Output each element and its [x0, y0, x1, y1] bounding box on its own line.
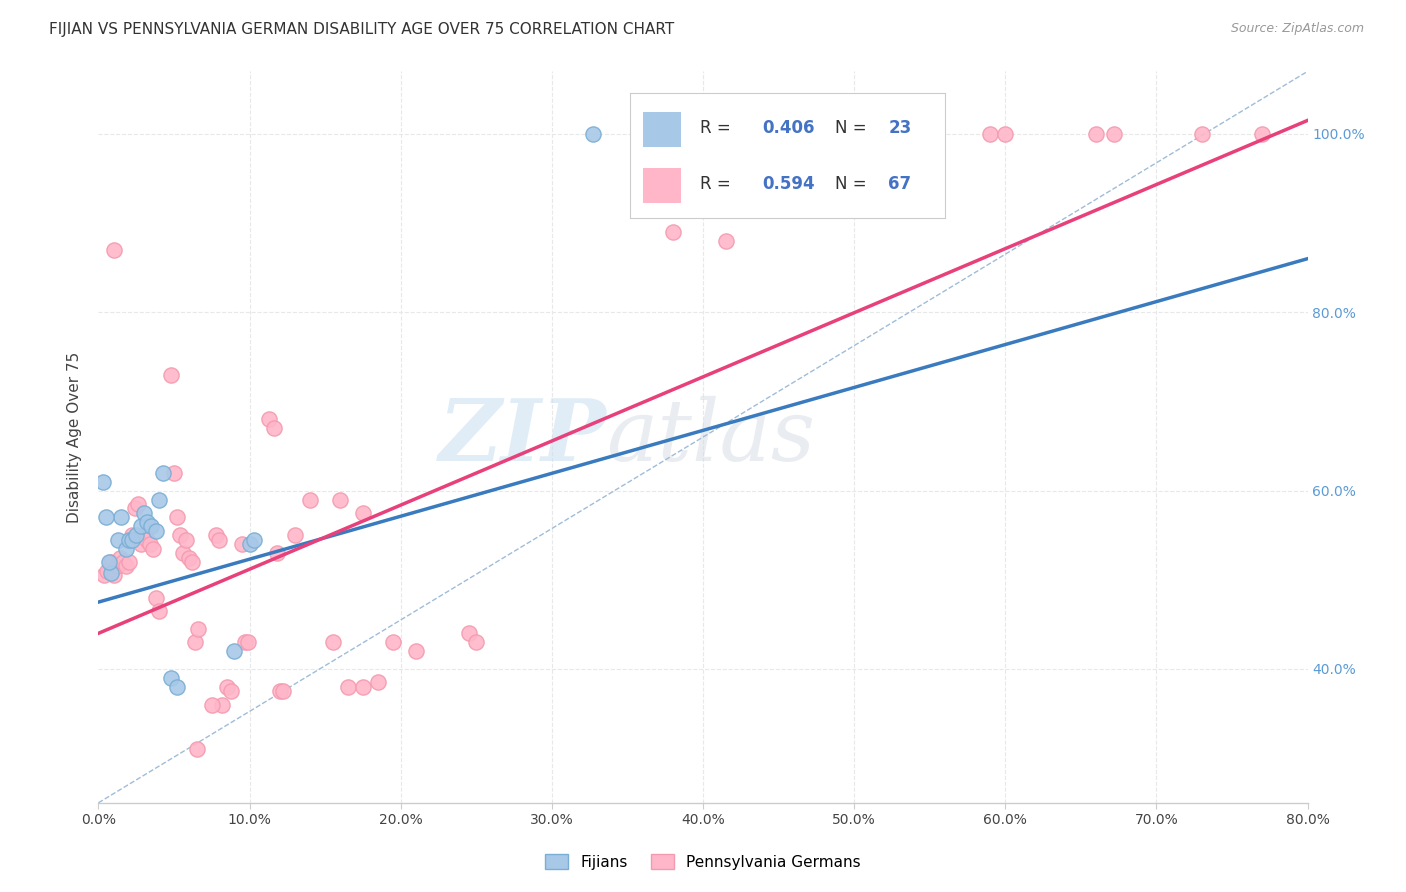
Point — [127, 497, 149, 511]
Point — [367, 675, 389, 690]
Point — [169, 528, 191, 542]
Point — [145, 524, 167, 538]
Point — [166, 510, 188, 524]
Point — [141, 519, 163, 533]
Point — [352, 506, 374, 520]
Point — [336, 680, 359, 694]
Text: atlas: atlas — [606, 396, 815, 478]
Point — [163, 466, 186, 480]
Point — [145, 591, 167, 605]
Point — [91, 475, 114, 489]
Point — [132, 528, 155, 542]
Point — [100, 566, 122, 580]
Point — [322, 635, 344, 649]
Point — [135, 515, 157, 529]
Point — [661, 225, 683, 239]
Point — [1191, 127, 1213, 141]
Point — [114, 559, 136, 574]
Point — [184, 635, 207, 649]
Point — [299, 492, 322, 507]
Point — [1102, 127, 1125, 141]
Point — [132, 506, 155, 520]
Point — [211, 698, 233, 712]
Point — [118, 533, 141, 547]
Point — [271, 684, 294, 698]
Point — [166, 680, 188, 694]
Text: ZIP: ZIP — [439, 395, 606, 479]
Point — [269, 684, 291, 698]
Point — [121, 528, 143, 542]
Point — [231, 537, 253, 551]
Point — [103, 243, 125, 257]
Point — [135, 533, 157, 547]
Point — [979, 127, 1001, 141]
Point — [221, 684, 243, 698]
Point — [208, 533, 231, 547]
Point — [152, 466, 174, 480]
Point — [1085, 127, 1108, 141]
Point — [257, 412, 280, 426]
Point — [105, 559, 128, 574]
Point — [465, 635, 488, 649]
Point — [263, 421, 285, 435]
Point — [382, 635, 405, 649]
Point — [994, 127, 1017, 141]
Point — [172, 546, 194, 560]
Point — [125, 528, 148, 542]
Point — [114, 541, 136, 556]
Point — [236, 635, 259, 649]
Point — [186, 742, 208, 756]
Point — [107, 533, 129, 547]
Point — [457, 626, 479, 640]
Point — [129, 519, 152, 533]
Text: FIJIAN VS PENNSYLVANIA GERMAN DISABILITY AGE OVER 75 CORRELATION CHART: FIJIAN VS PENNSYLVANIA GERMAN DISABILITY… — [49, 22, 675, 37]
Point — [96, 564, 118, 578]
Point — [243, 533, 266, 547]
Point — [100, 555, 122, 569]
Point — [239, 537, 262, 551]
Point — [129, 537, 152, 551]
Point — [215, 680, 238, 694]
Point — [692, 198, 714, 212]
Point — [103, 568, 125, 582]
Point — [405, 644, 427, 658]
Point — [266, 546, 288, 560]
Point — [233, 635, 256, 649]
Point — [284, 528, 307, 542]
Point — [179, 550, 201, 565]
Point — [631, 127, 654, 141]
Point — [352, 680, 374, 694]
Point — [714, 234, 737, 248]
Point — [142, 541, 165, 556]
Point — [148, 604, 170, 618]
Point — [187, 622, 209, 636]
Point — [205, 528, 228, 542]
Point — [329, 492, 352, 507]
Point — [139, 537, 162, 551]
Point — [181, 555, 204, 569]
Point — [160, 671, 183, 685]
Point — [94, 510, 117, 524]
Point — [121, 533, 143, 547]
Point — [93, 568, 115, 582]
Point — [201, 698, 224, 712]
Point — [224, 644, 246, 658]
Y-axis label: Disability Age Over 75: Disability Age Over 75 — [67, 351, 83, 523]
Point — [108, 550, 131, 565]
Point — [1251, 127, 1274, 141]
Point — [111, 555, 134, 569]
Point — [174, 533, 197, 547]
Point — [110, 510, 132, 524]
Point — [582, 127, 605, 141]
Point — [148, 492, 170, 507]
Point — [124, 501, 146, 516]
Text: Source: ZipAtlas.com: Source: ZipAtlas.com — [1230, 22, 1364, 36]
Point — [160, 368, 183, 382]
Legend: Fijians, Pennsylvania Germans: Fijians, Pennsylvania Germans — [540, 847, 866, 876]
Point — [118, 555, 141, 569]
Point — [98, 555, 121, 569]
